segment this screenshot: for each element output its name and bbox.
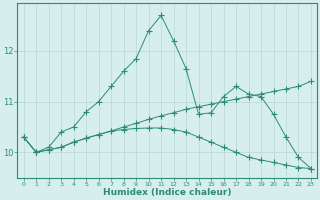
X-axis label: Humidex (Indice chaleur): Humidex (Indice chaleur) (103, 188, 232, 197)
